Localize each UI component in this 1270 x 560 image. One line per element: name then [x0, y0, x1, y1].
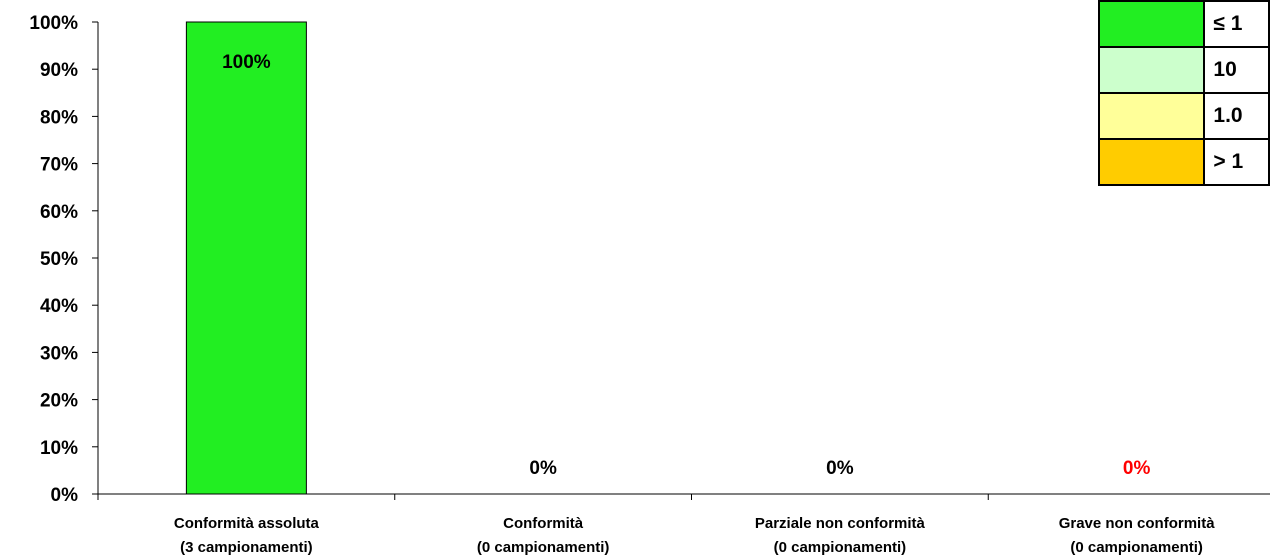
legend-row: 10	[1097, 46, 1270, 94]
legend-row: ≤ 1	[1097, 0, 1270, 48]
legend-label: 1.0	[1203, 92, 1270, 140]
data-label: 0%	[1123, 458, 1151, 479]
category-label: (0 campionamenti)	[774, 539, 907, 556]
legend-row: > 1	[1097, 138, 1270, 186]
data-label: 100%	[222, 52, 271, 73]
category-label: Conformità	[503, 515, 584, 532]
data-label: 0%	[529, 458, 557, 479]
legend-label: 10	[1203, 46, 1270, 94]
y-tick-label: 60%	[40, 202, 78, 223]
y-tick-label: 40%	[40, 296, 78, 317]
y-tick-label: 50%	[40, 249, 78, 270]
data-label: 0%	[826, 458, 854, 479]
y-tick-label: 90%	[40, 60, 78, 81]
y-tick-label: 80%	[40, 107, 78, 128]
y-tick-label: 20%	[40, 391, 78, 412]
category-label: (0 campionamenti)	[477, 539, 610, 556]
category-label: (3 campionamenti)	[180, 539, 313, 556]
y-tick-label: 100%	[29, 13, 78, 34]
y-tick-label: 0%	[51, 485, 79, 506]
category-label: (0 campionamenti)	[1070, 539, 1203, 556]
x-axis	[97, 493, 1270, 500]
bar	[185, 21, 307, 495]
category-label: Conformità assoluta	[174, 515, 320, 532]
category-labels: Conformità assoluta (3 campionamenti) Conf…	[174, 515, 1215, 556]
data-labels: 100% 0% 0% 0%	[222, 52, 1150, 479]
legend-swatch	[1097, 46, 1206, 94]
bars	[185, 21, 307, 495]
y-tick-label: 30%	[40, 343, 78, 364]
legend-swatch	[1097, 138, 1206, 186]
category-label: Parziale non conformità	[755, 515, 926, 532]
legend: ≤ 1 10 1.0 > 1	[1097, 0, 1270, 186]
y-tick-label: 10%	[40, 438, 78, 459]
legend-label: > 1	[1203, 138, 1270, 186]
legend-row: 1.0	[1097, 92, 1270, 140]
y-tick-label: 70%	[40, 155, 78, 176]
legend-label: ≤ 1	[1203, 0, 1270, 48]
category-label: Grave non conformità	[1059, 515, 1216, 532]
legend-swatch	[1097, 92, 1206, 140]
legend-swatch	[1097, 0, 1206, 48]
y-axis: 0% 10% 20% 30% 40% 50% 60% 70% 80% 90% 100%	[29, 13, 99, 506]
